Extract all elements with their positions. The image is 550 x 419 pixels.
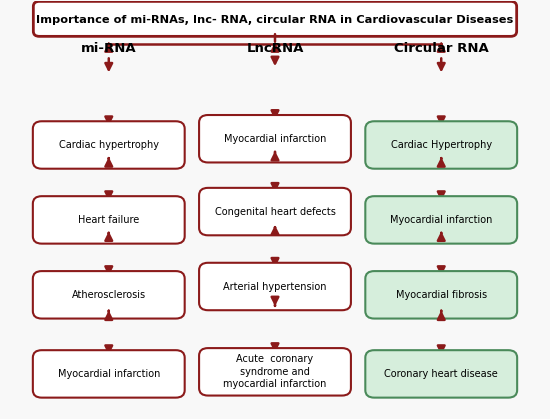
FancyBboxPatch shape [199,263,351,310]
FancyBboxPatch shape [34,1,516,36]
Text: Myocardial infarction: Myocardial infarction [58,369,160,379]
FancyBboxPatch shape [33,121,185,169]
Text: Importance of mi-RNAs, lnc- RNA, circular RNA in Cardiovascular Diseases: Importance of mi-RNAs, lnc- RNA, circula… [36,15,514,25]
FancyBboxPatch shape [365,271,517,318]
FancyBboxPatch shape [365,350,517,398]
Text: Atherosclerosis: Atherosclerosis [72,290,146,300]
FancyBboxPatch shape [199,348,351,396]
FancyBboxPatch shape [199,115,351,163]
Text: Myocardial infarction: Myocardial infarction [390,215,492,225]
Text: Myocardial infarction: Myocardial infarction [224,134,326,144]
FancyBboxPatch shape [33,271,185,318]
Text: Arterial hypertension: Arterial hypertension [223,282,327,292]
FancyBboxPatch shape [33,350,185,398]
FancyBboxPatch shape [365,196,517,243]
Text: Heart failure: Heart failure [78,215,139,225]
Text: mi-RNA: mi-RNA [81,42,136,55]
FancyBboxPatch shape [199,188,351,235]
Text: Cardiac hypertrophy: Cardiac hypertrophy [59,140,159,150]
FancyBboxPatch shape [365,121,517,169]
Text: Cardiac Hypertrophy: Cardiac Hypertrophy [390,140,492,150]
Text: Myocardial fibrosis: Myocardial fibrosis [395,290,487,300]
Text: Congenital heart defects: Congenital heart defects [214,207,336,217]
FancyBboxPatch shape [33,196,185,243]
Text: Circular RNA: Circular RNA [394,42,488,55]
Text: LncRNA: LncRNA [246,42,304,55]
Text: Acute  coronary
syndrome and
myocardial infarction: Acute coronary syndrome and myocardial i… [223,354,327,389]
Text: Coronary heart disease: Coronary heart disease [384,369,498,379]
